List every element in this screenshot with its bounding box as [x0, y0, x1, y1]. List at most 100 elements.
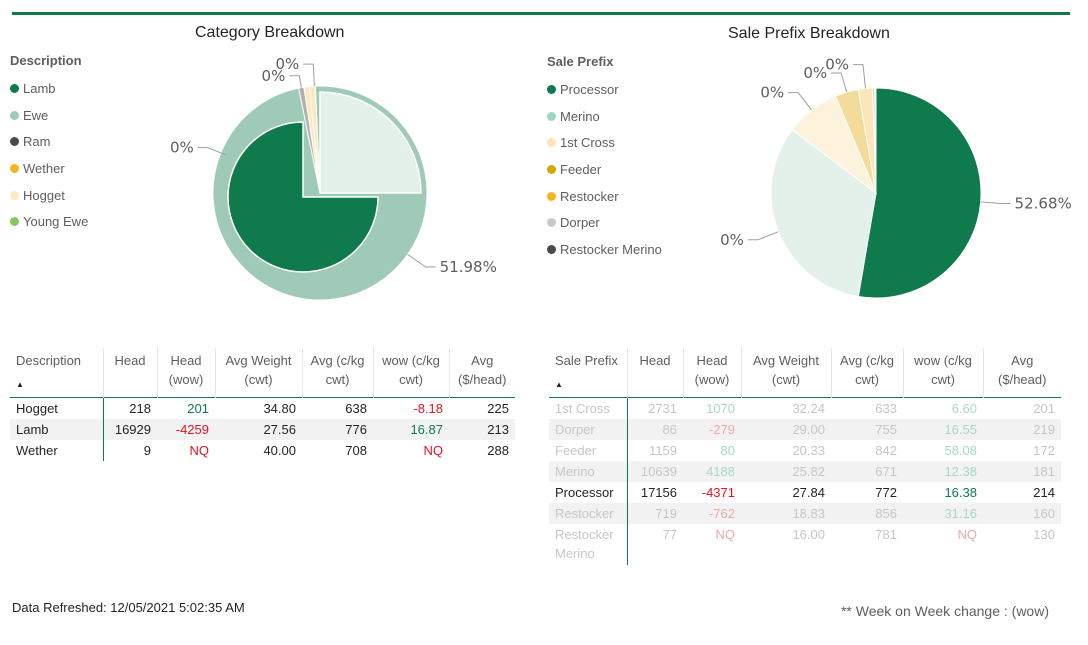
- table1-header-1[interactable]: Head: [102, 348, 157, 398]
- pie-slice-processor[interactable]: [857, 87, 982, 299]
- legend-item[interactable]: Restocker: [547, 183, 662, 210]
- table1-header-0[interactable]: Description ▲: [10, 348, 103, 398]
- table-row[interactable]: Wether 9 NQ 40.00 708 NQ 288: [10, 440, 515, 461]
- table-cell: 16.55: [903, 419, 983, 440]
- table-cell: 2731: [648, 401, 677, 416]
- sale-prefix-legend-title: Sale Prefix: [547, 54, 614, 69]
- table1-header-label: wow (c/kg cwt): [382, 353, 440, 387]
- table2-header-0[interactable]: Sale Prefix ▲: [549, 348, 627, 398]
- table2-header-1[interactable]: Head: [626, 348, 683, 398]
- table-cell: 213: [449, 419, 515, 440]
- table-cell: -4371: [701, 485, 735, 500]
- legend-item[interactable]: Feeder: [547, 156, 662, 183]
- table-row[interactable]: Restocker 719 -762 18.83 856 31.16 160: [549, 503, 1061, 524]
- table-cell: Merino: [549, 461, 628, 482]
- sale-prefix-table: Sale Prefix ▲ Head Head (wow) Avg Weight (cw…: [549, 348, 1061, 565]
- legend-item[interactable]: Merino: [547, 103, 662, 130]
- category-pie-chart[interactable]: 51.98%0%0%0%: [0, 0, 560, 330]
- table-cell: Wether: [10, 440, 104, 461]
- legend-label: Dorper: [560, 215, 600, 231]
- table1-header-label: Head: [114, 353, 146, 368]
- legend-item[interactable]: Dorper: [547, 209, 662, 236]
- table-cell: NQ: [423, 443, 444, 458]
- table2-header-label: Head (wow): [694, 353, 730, 387]
- leader-line: [980, 201, 1011, 205]
- table-cell: 856: [831, 503, 903, 524]
- table1-header-4[interactable]: Avg (c/kg cwt): [301, 348, 373, 398]
- table1-header-5[interactable]: wow (c/kg cwt): [372, 348, 449, 398]
- category-table: Description ▲ Head Head (wow) Avg Weight (cw…: [10, 348, 515, 461]
- table-cell: Restocker: [549, 503, 628, 524]
- table-row[interactable]: Lamb 16929 -4259 27.56 776 16.87 213: [10, 419, 515, 440]
- table2-header-5[interactable]: wow (c/kg cwt): [902, 348, 983, 398]
- table-cell: Feeder: [549, 440, 628, 461]
- table-cell: 58.08: [944, 443, 977, 458]
- sale-prefix-pie-chart[interactable]: 52.68%0%0%0%0%: [0, 0, 1088, 330]
- legend-label: Ewe: [23, 107, 49, 123]
- pie-slice-lamb[interactable]: [227, 121, 379, 273]
- pie-slice-merino[interactable]: [770, 129, 877, 298]
- table-cell: -4259: [157, 419, 215, 440]
- table-cell: Restocker Merino: [549, 524, 628, 565]
- table2-header-2[interactable]: Head (wow): [682, 348, 741, 398]
- legend-label: Hogget: [23, 187, 65, 203]
- table-cell: 772: [875, 485, 897, 500]
- table-cell: 32.24: [792, 401, 825, 416]
- legend-item[interactable]: Restocker Merino: [547, 236, 662, 263]
- legend-item[interactable]: Processor: [547, 76, 662, 103]
- legend-dot-icon: [547, 191, 556, 201]
- table-cell: 288: [487, 443, 509, 458]
- table-row[interactable]: Merino 10639 4188 25.82 671 12.38 181: [549, 461, 1061, 482]
- table-cell: 20.33: [792, 443, 825, 458]
- table-row[interactable]: Dorper 86 -279 29.00 755 16.55 219: [549, 419, 1061, 440]
- table-cell: 16.00: [792, 527, 825, 542]
- legend-item[interactable]: Ram: [10, 128, 88, 155]
- sale-prefix-chart-title: Sale Prefix Breakdown: [728, 25, 890, 42]
- table-cell: 31.16: [903, 503, 983, 524]
- sort-ascending-icon[interactable]: ▲: [555, 380, 563, 389]
- legend-dot-icon: [10, 83, 19, 93]
- table-row[interactable]: Processor 17156 -4371 27.84 772 16.38 214: [549, 482, 1061, 503]
- legend-label: Ram: [23, 134, 51, 150]
- table-cell: 214: [1033, 485, 1055, 500]
- table2-header-3[interactable]: Avg Weight (cwt): [740, 348, 831, 398]
- sort-ascending-icon[interactable]: ▲: [16, 380, 24, 389]
- table-cell: Lamb: [10, 419, 104, 440]
- legend-item[interactable]: Young Ewe: [10, 208, 88, 235]
- table-cell: 130: [1033, 527, 1055, 542]
- table-row[interactable]: Restocker Merino 77 NQ 16.00 781 NQ 130: [549, 524, 1061, 565]
- table-cell: -8.18: [413, 401, 443, 416]
- table2-header-label: Avg ($/head): [998, 353, 1047, 387]
- table1-header-2[interactable]: Head (wow): [156, 348, 215, 398]
- legend-item[interactable]: 1st Cross: [547, 129, 662, 156]
- table-cell: 172: [1033, 443, 1055, 458]
- table-row[interactable]: Hogget 218 201 34.80 638 -8.18 225: [10, 397, 515, 419]
- pie-slice-other[interactable]: [319, 91, 422, 194]
- table-cell: 201: [1033, 401, 1055, 416]
- table-cell: 1070: [706, 401, 735, 416]
- pie-slice-hogget[interactable]: [308, 85, 321, 194]
- legend-item[interactable]: Wether: [10, 155, 88, 182]
- legend-item[interactable]: Hogget: [10, 182, 88, 209]
- leader-line: [788, 92, 813, 111]
- table-row[interactable]: 1st Cross 2731 1070 32.24 633 6.60 201: [549, 397, 1061, 419]
- table-cell: 86: [627, 419, 683, 440]
- data-label: 51.98%: [440, 258, 497, 276]
- category-chart-title: Category Breakdown: [195, 24, 345, 41]
- table2-header-6[interactable]: Avg ($/head): [982, 348, 1061, 398]
- table2-header-4[interactable]: Avg (c/kg cwt): [830, 348, 903, 398]
- legend-item[interactable]: Lamb: [10, 75, 88, 102]
- table-cell: 80: [720, 443, 735, 458]
- table-cell: 17156: [640, 485, 677, 500]
- table1-header-3[interactable]: Avg Weight (cwt): [214, 348, 302, 398]
- legend-label: Processor: [560, 81, 619, 97]
- legend-item[interactable]: Ewe: [10, 102, 88, 129]
- table-cell: 633: [875, 401, 897, 416]
- table-row[interactable]: Feeder 1159 80 20.33 842 58.08 172: [549, 440, 1061, 461]
- data-label: 0%: [262, 67, 286, 85]
- table1-header-label: Avg ($/head): [458, 353, 507, 387]
- data-label: 0%: [825, 56, 849, 74]
- table1-header-6[interactable]: Avg ($/head): [448, 348, 515, 398]
- pie-slice-restocker-merino[interactable]: [874, 87, 877, 194]
- table-cell: 755: [831, 419, 903, 440]
